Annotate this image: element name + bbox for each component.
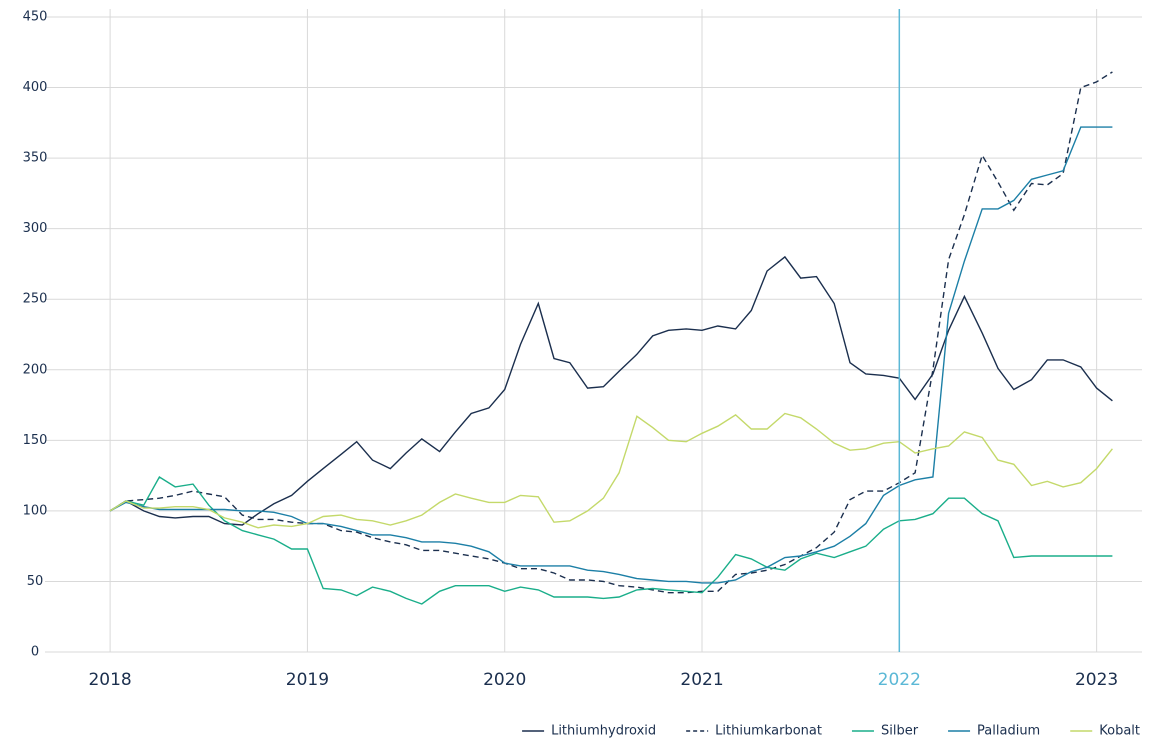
y-tick-label: 50 (27, 574, 44, 589)
series-line (109, 71, 1113, 594)
x-tick-label: 2018 (88, 670, 131, 690)
y-tick-label: 150 (23, 433, 48, 448)
legend-label: Lithiumhydroxid (551, 724, 656, 739)
legend-label: Silber (881, 724, 919, 739)
y-tick-label: 0 (31, 645, 39, 660)
y-tick-label: 350 (23, 151, 48, 166)
x-tick-label: 2021 (680, 670, 723, 690)
y-tick-label: 450 (23, 10, 48, 25)
y-tick-label: 250 (23, 292, 48, 307)
series-line (109, 476, 1113, 605)
x-tick-label: 2023 (1075, 670, 1118, 690)
y-tick-label: 300 (23, 221, 48, 236)
series-line (109, 412, 1113, 529)
y-tick-label: 400 (23, 80, 48, 95)
y-tick-label: 200 (23, 362, 48, 377)
legend-label: Palladium (977, 724, 1040, 739)
x-tick-label: 2020 (483, 670, 526, 690)
legend-label: Lithiumkarbonat (715, 724, 822, 739)
legend-label: Kobalt (1099, 724, 1140, 739)
series-line (109, 126, 1113, 584)
x-tick-label: 2019 (286, 670, 329, 690)
y-tick-label: 100 (23, 503, 48, 518)
x-tick-label: 2022 (878, 670, 921, 690)
